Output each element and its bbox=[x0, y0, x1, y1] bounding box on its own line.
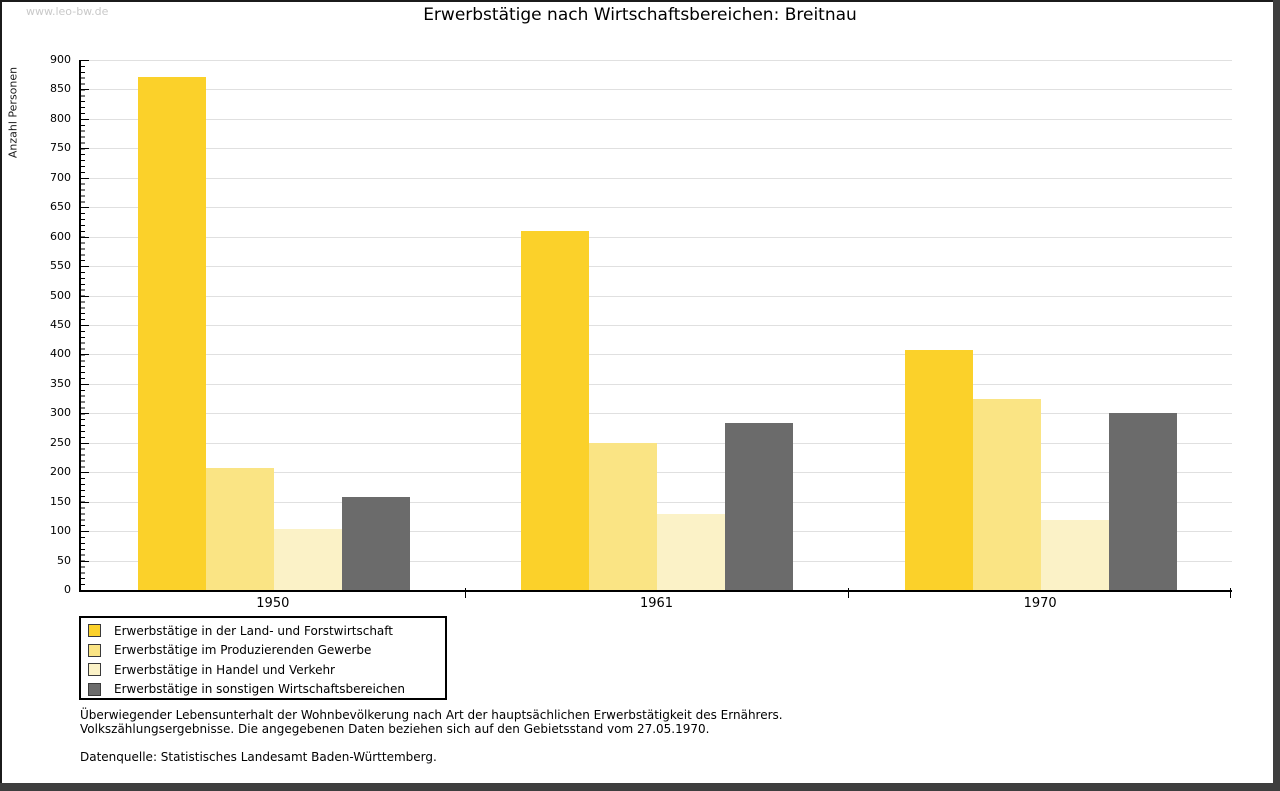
y-tick-label: 0 bbox=[64, 583, 71, 596]
bar-1961-series-4 bbox=[725, 422, 794, 590]
chart-title: Erwerbstätige nach Wirtschaftsbereichen:… bbox=[423, 5, 857, 25]
y-axis-major-tick bbox=[81, 118, 89, 120]
x-axis-tick bbox=[464, 588, 466, 598]
y-tick-label: 400 bbox=[50, 347, 71, 361]
window-frame-top bbox=[0, 0, 1280, 2]
window-frame-right bbox=[1273, 0, 1280, 791]
gridline bbox=[81, 207, 1232, 209]
gridline bbox=[81, 383, 1232, 385]
y-tick-label: 350 bbox=[50, 376, 71, 390]
bar-1950-series-2 bbox=[205, 468, 274, 590]
bar-1970-series-1 bbox=[905, 349, 974, 590]
x-tick-label: 1950 bbox=[256, 596, 290, 611]
gridline bbox=[81, 354, 1232, 356]
bar-1961-series-2 bbox=[589, 443, 658, 590]
legend-row: Erwerbstätige im Produzierenden Gewerbe bbox=[81, 641, 445, 661]
y-tick-label: 750 bbox=[50, 141, 71, 155]
gridline bbox=[81, 295, 1232, 297]
y-tick-label: 650 bbox=[50, 200, 71, 214]
legend-label: Erwerbstätige in sonstigen Wirtschaftsbe… bbox=[114, 682, 406, 697]
y-axis-major-tick bbox=[81, 207, 89, 209]
legend-swatch bbox=[88, 624, 101, 638]
legend-label: Erwerbstätige im Produzierenden Gewerbe bbox=[114, 643, 372, 658]
x-tick-label: 1970 bbox=[1023, 596, 1057, 611]
y-tick-label: 100 bbox=[50, 524, 71, 538]
y-tick-label: 550 bbox=[50, 259, 71, 273]
y-axis-major-tick bbox=[81, 413, 89, 415]
x-tick-label: 1961 bbox=[639, 596, 674, 611]
legend-swatch bbox=[88, 663, 101, 677]
y-tick-label: 200 bbox=[50, 465, 71, 479]
footnote-line-2: Volkszählungsergebnisse. Die angegebenen… bbox=[80, 722, 710, 736]
legend-label: Erwerbstätige in der Land- und Forstwirt… bbox=[114, 623, 393, 638]
y-axis-major-tick bbox=[81, 501, 89, 503]
gridline bbox=[81, 177, 1232, 179]
bar-1970-series-2 bbox=[973, 399, 1042, 590]
y-tick-label: 250 bbox=[50, 435, 71, 449]
footnote-line-1: Überwiegender Lebensunterhalt der Wohnbe… bbox=[80, 708, 783, 722]
y-axis-major-tick bbox=[81, 148, 89, 150]
y-tick-label: 300 bbox=[50, 406, 71, 420]
y-axis-major-tick bbox=[81, 383, 89, 385]
gridline bbox=[81, 413, 1232, 415]
y-axis-major-tick bbox=[81, 354, 89, 356]
legend-swatch bbox=[88, 643, 101, 657]
bar-1970-series-3 bbox=[1041, 519, 1110, 590]
x-axis-tick bbox=[1230, 588, 1231, 598]
legend-row: Erwerbstätige in Handel und Verkehr bbox=[81, 660, 445, 680]
y-tick-label: 900 bbox=[50, 53, 71, 66]
y-axis-major-tick bbox=[81, 531, 89, 533]
gridline bbox=[81, 60, 1232, 61]
y-axis-major-tick bbox=[81, 236, 89, 238]
bar-1950-series-3 bbox=[273, 528, 342, 590]
y-axis-major-tick bbox=[81, 89, 89, 91]
y-tick-label: 50 bbox=[57, 553, 71, 567]
y-tick-label: 450 bbox=[50, 318, 71, 331]
legend: Erwerbstätige in der Land- und Forstwirt… bbox=[79, 616, 447, 700]
y-axis-major-tick bbox=[81, 560, 89, 562]
gridline bbox=[81, 148, 1232, 150]
gridline bbox=[81, 266, 1232, 268]
y-tick-label: 850 bbox=[50, 82, 71, 96]
y-axis-major-tick bbox=[81, 442, 89, 444]
window-frame-left bbox=[0, 0, 2, 791]
bar-1950-series-1 bbox=[137, 76, 206, 590]
gridline bbox=[81, 118, 1232, 120]
watermark-url: www.leo-bw.de bbox=[26, 5, 109, 18]
window-frame-bottom bbox=[0, 783, 1280, 791]
y-axis-major-tick bbox=[81, 177, 89, 179]
gridline bbox=[81, 325, 1232, 326]
gridline bbox=[81, 442, 1232, 444]
legend-row: Erwerbstätige in sonstigen Wirtschaftsbe… bbox=[81, 680, 445, 700]
y-axis-major-tick bbox=[81, 472, 89, 474]
legend-swatch bbox=[88, 682, 101, 696]
bar-1970-series-4 bbox=[1109, 412, 1178, 590]
gridline bbox=[81, 236, 1232, 238]
y-tick-label: 500 bbox=[50, 288, 71, 302]
bar-1961-series-1 bbox=[521, 230, 590, 590]
y-axis-major-tick bbox=[81, 60, 89, 61]
y-axis-major-tick bbox=[81, 295, 89, 297]
x-axis-tick bbox=[848, 588, 850, 598]
y-tick-label: 600 bbox=[50, 229, 71, 243]
bar-1961-series-3 bbox=[657, 514, 726, 590]
data-source: Datenquelle: Statistisches Landesamt Bad… bbox=[80, 750, 437, 764]
gridline bbox=[81, 89, 1232, 91]
y-tick-label: 800 bbox=[50, 111, 71, 125]
legend-label: Erwerbstätige in Handel und Verkehr bbox=[114, 662, 335, 677]
legend-row: Erwerbstätige in der Land- und Forstwirt… bbox=[81, 621, 445, 641]
y-tick-label: 700 bbox=[50, 170, 71, 184]
bar-1950-series-4 bbox=[341, 496, 410, 590]
footnote: Überwiegender Lebensunterhalt der Wohnbe… bbox=[80, 708, 783, 736]
y-axis-major-tick bbox=[81, 325, 89, 326]
y-axis-major-tick bbox=[81, 266, 89, 268]
y-tick-label: 150 bbox=[50, 494, 71, 508]
plot-area bbox=[79, 60, 1232, 598]
